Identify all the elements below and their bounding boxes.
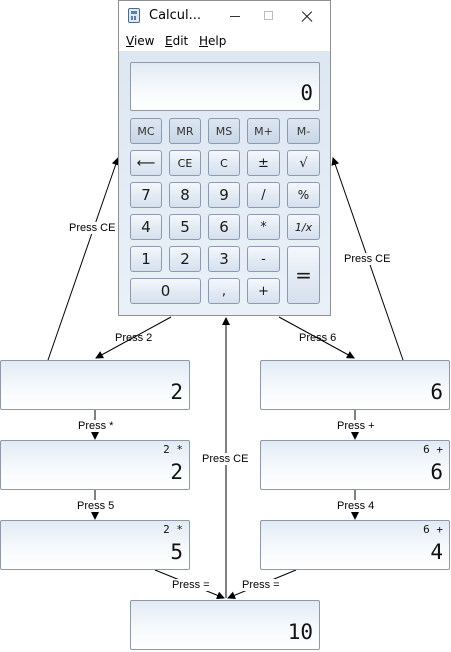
m-plus-button[interactable]: M+ xyxy=(247,118,280,144)
label-press-4: Press 4 xyxy=(337,500,375,512)
label-press-multiply: Press * xyxy=(78,420,114,432)
percent-button[interactable]: % xyxy=(287,182,320,208)
m-minus-button[interactable]: M- xyxy=(287,118,320,144)
state-expr: 6 + xyxy=(423,443,443,456)
calculator-window: Calcul... View Edit Help 0 MC MR MS M+ M… xyxy=(118,0,331,316)
title-bar[interactable]: Calcul... xyxy=(119,1,330,31)
key-7[interactable]: 7 xyxy=(130,182,162,208)
minus-button[interactable]: - xyxy=(247,246,280,272)
ms-button[interactable]: MS xyxy=(208,118,240,144)
close-button[interactable] xyxy=(295,6,319,26)
state-display-6-plus-4: 6 + 4 xyxy=(260,520,450,570)
reciprocal-button[interactable]: 1/x xyxy=(287,214,320,240)
label-press-2: Press 2 xyxy=(115,332,153,344)
state-display-6: 6 xyxy=(260,360,450,410)
state-value: 6 xyxy=(430,460,443,484)
key-1[interactable]: 1 xyxy=(130,246,162,272)
window-title: Calcul... xyxy=(149,8,202,23)
divide-button[interactable]: / xyxy=(247,182,280,208)
key-9[interactable]: 9 xyxy=(208,182,240,208)
maximize-button[interactable] xyxy=(257,6,281,26)
state-display-2: 2 xyxy=(0,360,190,410)
plus-button[interactable]: + xyxy=(247,278,280,304)
label-press-ce-center: Press CE xyxy=(202,453,249,465)
menu-help[interactable]: Help xyxy=(199,34,227,48)
key-8[interactable]: 8 xyxy=(169,182,201,208)
display-value: 0 xyxy=(300,81,313,105)
key-5[interactable]: 5 xyxy=(169,214,201,240)
label-press-plus: Press + xyxy=(337,420,375,432)
label-press-6: Press 6 xyxy=(299,332,337,344)
state-value: 5 xyxy=(170,540,183,564)
ce-button[interactable]: CE xyxy=(169,150,201,176)
plus-minus-button[interactable]: ± xyxy=(247,150,280,176)
sqrt-button[interactable]: √ xyxy=(287,150,320,176)
equals-button[interactable]: = xyxy=(287,246,320,304)
state-display-2-times-5: 2 * 5 xyxy=(0,520,190,570)
state-expr: 6 + xyxy=(423,523,443,536)
key-0[interactable]: 0 xyxy=(130,278,201,304)
state-value: 6 xyxy=(430,380,443,404)
state-expr: 2 * xyxy=(163,523,183,536)
label-press-ce-right: Press CE xyxy=(344,253,391,265)
menu-bar: View Edit Help xyxy=(119,31,330,51)
state-display-result: 10 xyxy=(130,600,320,650)
label-press-5: Press 5 xyxy=(77,500,115,512)
mr-button[interactable]: MR xyxy=(169,118,201,144)
state-value: 4 xyxy=(430,540,443,564)
menu-view[interactable]: View xyxy=(126,34,155,48)
c-button[interactable]: C xyxy=(208,150,240,176)
label-press-equals-right: Press = xyxy=(242,579,280,591)
arrow-ce-left xyxy=(47,157,120,361)
minimize-button[interactable] xyxy=(223,6,247,26)
state-expr: 2 * xyxy=(163,443,183,456)
calculator-body: 0 MC MR MS M+ M- ⟵ CE C ± √ 7 8 9 / % 4 … xyxy=(119,51,330,315)
state-value: 2 xyxy=(170,380,183,404)
key-2[interactable]: 2 xyxy=(169,246,201,272)
key-4[interactable]: 4 xyxy=(130,214,162,240)
decimal-button[interactable]: , xyxy=(208,278,240,304)
mc-button[interactable]: MC xyxy=(130,118,162,144)
menu-edit[interactable]: Edit xyxy=(165,34,189,48)
key-3[interactable]: 3 xyxy=(208,246,240,272)
calculator-icon xyxy=(128,8,140,23)
state-value: 2 xyxy=(170,460,183,484)
state-display-2-times: 2 * 2 xyxy=(0,440,190,490)
calculator-display: 0 xyxy=(130,62,320,111)
state-value: 10 xyxy=(287,620,313,644)
key-6[interactable]: 6 xyxy=(208,214,240,240)
label-press-equals-left: Press = xyxy=(172,579,210,591)
label-press-ce-left: Press CE xyxy=(69,222,116,234)
backspace-button[interactable]: ⟵ xyxy=(130,150,162,176)
multiply-button[interactable]: * xyxy=(247,214,280,240)
state-display-6-plus: 6 + 6 xyxy=(260,440,450,490)
